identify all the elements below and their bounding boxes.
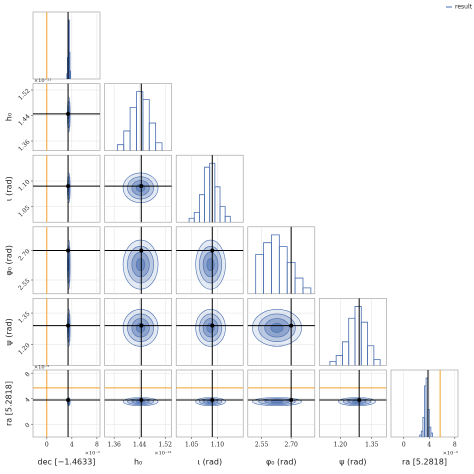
hist-bin <box>373 359 381 366</box>
contour <box>270 400 284 403</box>
x-tick-label: 1.52 <box>159 442 173 449</box>
hist-bin <box>219 206 226 223</box>
truth-point <box>289 323 294 328</box>
hist-bin <box>148 122 157 151</box>
x-axis-label: ra [5.2818] <box>402 458 447 467</box>
panel <box>104 83 172 151</box>
truth-point <box>139 323 144 328</box>
hist-bin <box>69 70 71 79</box>
truth-point <box>210 248 215 253</box>
panel <box>319 298 387 366</box>
y-tick-label: 1.52 <box>17 87 32 102</box>
y-tick-label: 2.70 <box>17 248 32 263</box>
y-axis-label: φ₀ (rad) <box>5 245 14 276</box>
x-axis-label: h₀ <box>134 458 142 467</box>
hist-bin <box>68 51 71 79</box>
x-tick-label: 1.05 <box>185 442 199 449</box>
x-tick-label: 4 <box>70 442 74 449</box>
y-tick-label: 1.05 <box>17 204 32 219</box>
panel <box>32 154 101 223</box>
truth-point <box>210 397 215 402</box>
truth-point <box>139 397 144 402</box>
y-tick-label: 1.20 <box>17 342 32 357</box>
x-axis-label: ψ (rad) <box>339 458 366 467</box>
x-tick-label: 4 <box>427 442 431 449</box>
contour <box>206 258 215 272</box>
x-tick-label: 1.35 <box>365 442 379 449</box>
x-tick-label: 0 <box>45 442 49 449</box>
hist-bin <box>68 19 70 79</box>
truth-point <box>139 248 144 253</box>
x-multiplier: ×10⁻²¹ <box>154 451 171 457</box>
truth-point <box>357 397 362 402</box>
y-axis-label: ψ (rad) <box>5 318 14 345</box>
x-axis-label: ι (rad) <box>197 458 222 467</box>
truth-point <box>66 248 71 253</box>
x-tick-label: 2.70 <box>284 442 298 449</box>
truth-point <box>289 397 294 402</box>
hist-bin <box>302 287 312 294</box>
hist-bin <box>214 186 221 223</box>
truth-point <box>139 184 144 189</box>
x-tick-label: 1.36 <box>107 442 121 449</box>
contour <box>135 258 146 272</box>
y-tick-label: 0 <box>24 422 32 430</box>
y-tick-label: 2.55 <box>17 277 32 292</box>
hist-bin <box>294 277 304 294</box>
y-tick-label: 1.10 <box>17 178 32 193</box>
panel <box>32 226 101 295</box>
hist-bin <box>360 321 368 366</box>
contour <box>270 322 284 333</box>
x-tick-label: 0 <box>402 442 406 449</box>
y-axis-label: h₀ <box>5 113 14 121</box>
y-multiplier: ×10⁻²¹ <box>34 78 51 84</box>
panel <box>247 226 316 295</box>
truth-point <box>66 397 71 402</box>
legend-label: result <box>455 4 473 11</box>
hist-bin <box>224 215 231 223</box>
truth-point <box>66 323 71 328</box>
x-tick-label: 8 <box>453 442 457 449</box>
x-multiplier: ×10⁻⁵ <box>85 451 100 457</box>
x-tick-label: 1.44 <box>133 442 147 449</box>
x-axis-label: φ₀ (rad) <box>266 458 297 467</box>
y-axis-label: ra [5.2818] <box>5 381 14 426</box>
x-tick-label: 8 <box>95 442 99 449</box>
truth-point <box>210 323 215 328</box>
hist-bin <box>428 426 432 437</box>
panel <box>32 369 101 438</box>
x-tick-label: 1.20 <box>334 442 348 449</box>
panel <box>32 83 101 151</box>
x-multiplier: ×10⁻⁵ <box>443 451 458 457</box>
y-tick-label: 4 <box>24 396 32 404</box>
hist-bin <box>155 142 163 151</box>
y-tick-label: 1.35 <box>17 310 32 325</box>
hist-bin <box>430 432 433 437</box>
y-tick-label: 1.44 <box>17 113 32 128</box>
truth-point <box>66 111 71 116</box>
x-tick-label: 2.55 <box>255 442 269 449</box>
x-axis-label: dec [−1.4633] <box>38 458 96 467</box>
y-tick-label: 8 <box>24 371 32 379</box>
y-multiplier: ×10⁻⁵ <box>34 365 49 371</box>
y-axis-label: ι (rad) <box>5 176 14 201</box>
y-tick-label: 1.36 <box>17 138 32 153</box>
x-tick-label: 1.10 <box>211 442 225 449</box>
panel <box>32 298 101 366</box>
truth-point <box>66 184 71 189</box>
hist-bin <box>367 345 375 366</box>
panel <box>32 11 101 80</box>
